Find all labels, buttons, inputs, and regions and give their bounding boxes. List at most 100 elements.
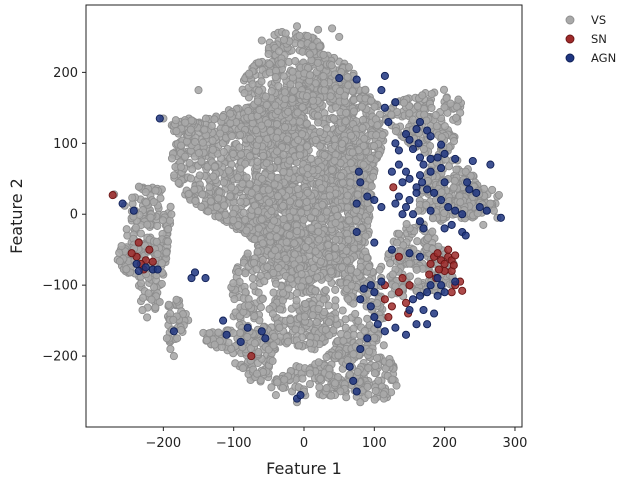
- point-agn: [415, 217, 425, 226]
- point-agn: [261, 334, 270, 343]
- point-vs: [238, 179, 247, 188]
- point-vs: [343, 203, 352, 212]
- legend-label-vs: VS: [591, 13, 606, 27]
- point-vs: [208, 136, 217, 145]
- point-vs: [351, 216, 360, 225]
- point-vs: [256, 303, 265, 312]
- point-vs: [308, 42, 317, 51]
- point-vs: [374, 150, 383, 159]
- point-vs: [218, 112, 227, 121]
- point-sn: [434, 265, 444, 274]
- point-vs: [320, 79, 329, 88]
- point-agn: [408, 144, 418, 154]
- point-agn: [370, 238, 379, 247]
- point-vs: [285, 197, 295, 206]
- point-vs: [281, 94, 290, 104]
- point-vs: [166, 344, 175, 354]
- point-agn: [373, 320, 382, 329]
- point-agn: [440, 288, 449, 297]
- point-agn: [384, 117, 393, 127]
- point-agn: [415, 252, 425, 261]
- point-vs: [305, 380, 315, 389]
- point-vs: [275, 323, 284, 332]
- point-vs: [314, 304, 323, 313]
- point-vs: [122, 225, 131, 234]
- point-vs: [275, 305, 285, 314]
- point-vs: [402, 220, 411, 229]
- point-agn: [219, 316, 228, 325]
- point-agn: [415, 153, 425, 162]
- point-vs: [316, 374, 325, 383]
- point-vs: [279, 201, 288, 210]
- point-agn: [419, 224, 428, 233]
- point-agn: [363, 334, 372, 343]
- point-vs: [346, 178, 355, 187]
- point-vs: [365, 262, 374, 272]
- point-vs: [419, 144, 428, 154]
- point-agn: [426, 206, 435, 215]
- point-vs: [229, 329, 238, 338]
- point-vs: [245, 180, 254, 189]
- point-vs: [314, 235, 324, 244]
- point-vs: [258, 239, 267, 248]
- point-vs: [212, 202, 221, 212]
- point-vs: [333, 211, 342, 220]
- point-vs: [270, 246, 280, 255]
- point-agn: [398, 210, 407, 219]
- point-agn: [391, 199, 400, 208]
- point-agn: [437, 164, 446, 173]
- point-agn: [370, 195, 379, 205]
- point-vs: [449, 137, 459, 146]
- point-vs: [307, 224, 316, 233]
- point-vs: [158, 216, 168, 225]
- point-vs: [273, 192, 282, 201]
- point-vs: [371, 361, 380, 370]
- point-agn: [401, 330, 411, 339]
- point-vs: [280, 123, 290, 132]
- point-vs: [325, 191, 334, 200]
- point-vs: [360, 326, 369, 336]
- point-vs: [117, 241, 126, 251]
- point-sn: [145, 245, 154, 254]
- point-vs: [197, 157, 206, 166]
- point-vs: [305, 50, 314, 59]
- point-vs: [299, 215, 308, 224]
- point-vs: [338, 139, 347, 148]
- point-vs: [399, 98, 409, 107]
- point-vs: [297, 282, 306, 291]
- point-vs: [313, 111, 323, 120]
- point-vs: [214, 328, 223, 337]
- point-vs: [271, 279, 281, 288]
- point-agn: [415, 117, 425, 127]
- point-vs: [163, 237, 172, 246]
- point-sn: [458, 286, 467, 295]
- point-vs: [284, 337, 293, 346]
- point-vs: [311, 208, 320, 217]
- point-vs: [379, 390, 388, 399]
- point-agn: [356, 344, 365, 354]
- point-agn: [426, 154, 435, 163]
- point-vs: [331, 285, 340, 294]
- point-agn: [352, 387, 361, 396]
- point-vs: [262, 100, 271, 110]
- point-vs: [253, 97, 262, 106]
- point-vs: [252, 265, 261, 274]
- point-vs: [284, 284, 293, 293]
- point-vs: [170, 171, 179, 180]
- point-vs: [312, 318, 321, 327]
- point-agn: [366, 281, 375, 290]
- point-agn: [394, 192, 403, 201]
- point-agn: [405, 174, 414, 183]
- point-vs: [200, 125, 209, 134]
- point-vs: [437, 188, 446, 197]
- point-sn: [148, 257, 157, 266]
- point-vs: [197, 202, 206, 211]
- point-vs: [308, 96, 318, 105]
- point-vs: [302, 119, 312, 128]
- point-agn: [440, 224, 449, 233]
- point-vs: [270, 180, 279, 189]
- point-vs: [205, 183, 214, 192]
- point-sn: [398, 274, 407, 283]
